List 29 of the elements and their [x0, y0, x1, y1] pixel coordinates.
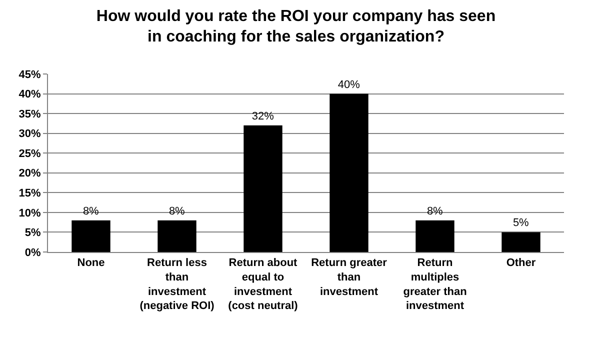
y-tick-label: 0%: [24, 246, 42, 259]
y-tick-label: 45%: [18, 68, 42, 81]
data-label: 8%: [168, 205, 186, 218]
y-tick-label: 15%: [18, 188, 42, 200]
y-tick-label: 10%: [18, 207, 42, 220]
y-tick-label: 30%: [18, 128, 42, 140]
bar: [330, 94, 368, 252]
bar: [72, 220, 110, 252]
data-label: 32%: [252, 110, 274, 122]
x-tick-label: Return about equal to investment (cost neutral): [228, 257, 298, 312]
x-tick-label: Return less than investment (negative ROI): [140, 257, 215, 312]
bar: [244, 125, 282, 252]
x-tick-label: Other: [506, 257, 536, 270]
y-tick-label: 20%: [18, 168, 42, 180]
data-label: 40%: [338, 78, 360, 91]
data-label: 8%: [426, 205, 444, 218]
data-label: 5%: [512, 217, 530, 230]
x-tick-label: Return multiples greater than investment: [403, 257, 468, 312]
data-label: 8%: [82, 205, 100, 218]
bar: [158, 220, 196, 252]
y-tick-label: 40%: [18, 88, 42, 101]
y-tick-label: 35%: [18, 108, 42, 120]
x-tick-label: None: [77, 257, 105, 270]
y-tick-label: 5%: [24, 227, 42, 240]
chart-title: How would you rate the ROI your company has seen in coaching for the sales organization?: [96, 8, 496, 46]
bar: [416, 220, 454, 252]
y-tick-label: 25%: [18, 148, 42, 160]
x-tick-label: Return greater than investment: [311, 257, 388, 298]
bar: [502, 232, 540, 252]
